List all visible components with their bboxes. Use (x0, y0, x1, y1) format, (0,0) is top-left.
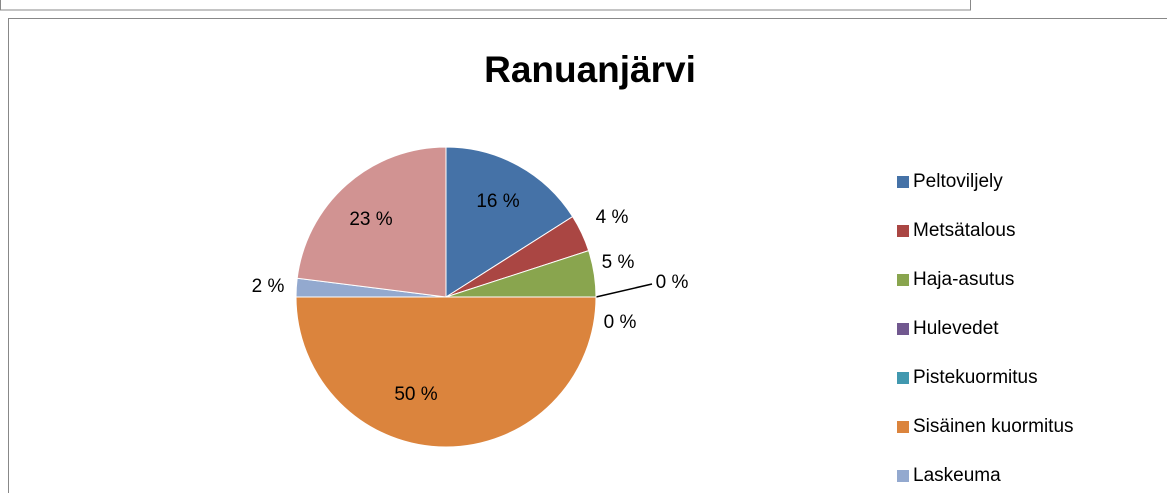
pie-slice (295, 296, 597, 448)
legend-label: Laskeuma (913, 465, 1001, 486)
legend-label: Hulevedet (913, 318, 999, 339)
data-label: 5 % (602, 252, 635, 273)
legend-swatch (897, 323, 909, 335)
data-label: 23 % (349, 209, 392, 230)
data-label: 16 % (476, 191, 519, 212)
data-label: 0 % (604, 312, 637, 333)
chart-title: Ranuanjärvi (484, 49, 696, 90)
pie-slice (445, 146, 574, 298)
legend-label: Metsätalous (913, 220, 1015, 241)
legend-label: Pistekuormitus (913, 367, 1038, 388)
data-label: 2 % (252, 276, 285, 297)
leader-line (595, 283, 653, 298)
data-label: 4 % (596, 207, 629, 228)
legend-label: Haja-asutus (913, 269, 1014, 290)
legend-swatch (897, 372, 909, 384)
legend-swatch (897, 470, 909, 482)
pie-slice (296, 146, 447, 298)
legend-swatch (897, 274, 909, 286)
legend-swatch (897, 176, 909, 188)
data-label: 0 % (656, 272, 689, 293)
legend-label: Sisäinen kuormitus (913, 416, 1074, 437)
legend-swatch (897, 421, 909, 433)
data-label: 50 % (394, 384, 437, 405)
legend-label: Peltoviljely (913, 171, 1003, 192)
previous-frame (0, 0, 971, 11)
legend-swatch (897, 225, 909, 237)
